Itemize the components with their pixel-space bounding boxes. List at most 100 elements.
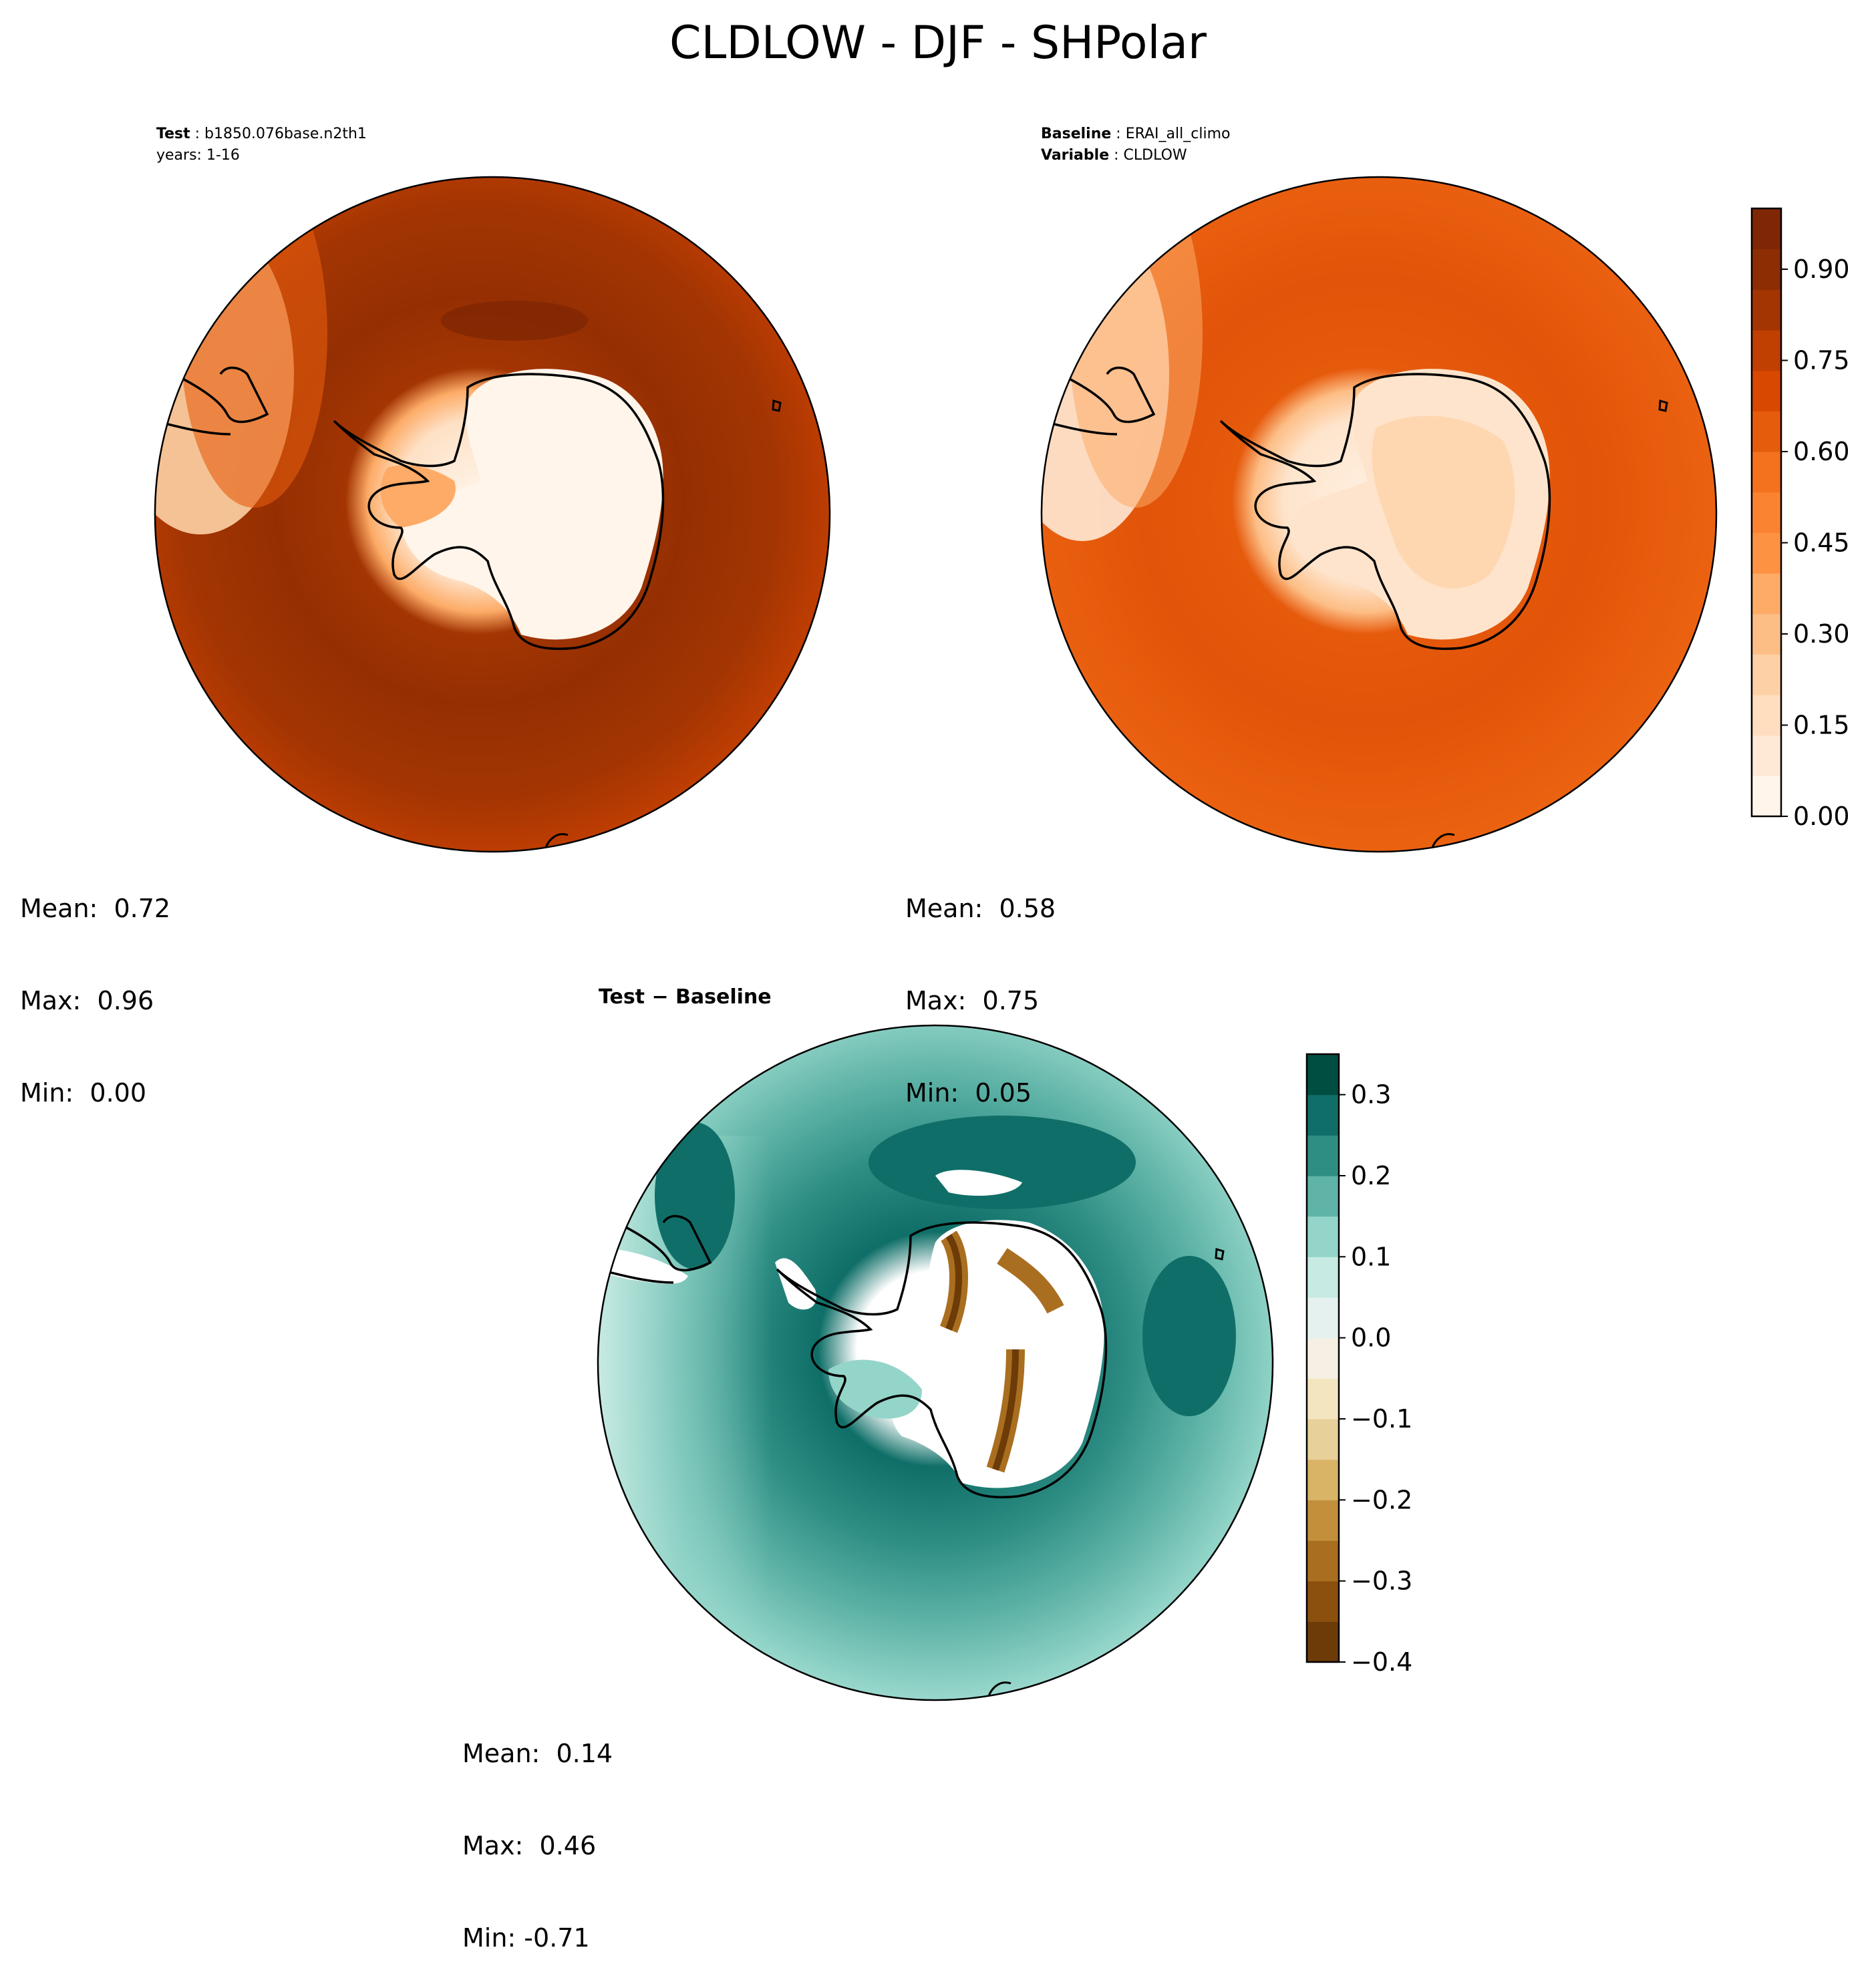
colorbar-brbg-segment: [1307, 1378, 1339, 1420]
colorbar-oranges-segment: [1752, 695, 1781, 736]
colorbar-oranges-segment: [1752, 492, 1781, 533]
baseline-colon: :: [1111, 126, 1126, 142]
baseline-label: Baseline: [1041, 126, 1112, 142]
test-years: years: 1-16: [156, 147, 240, 164]
diff-title: Test − Baseline: [599, 985, 772, 1009]
diff-max: Max: 0.46: [462, 1831, 597, 1860]
colorbar-brbg-tick-label: 0.3: [1351, 1080, 1391, 1110]
colorbar-oranges-tick-label: 0.90: [1793, 255, 1850, 284]
colorbar-oranges-segment: [1752, 776, 1781, 817]
variable-label: Variable: [1041, 147, 1110, 164]
colorbar-oranges-tick-label: 0.30: [1793, 619, 1850, 649]
baseline-antarctica-plateau: [1372, 416, 1515, 589]
baseline-coastline: [1219, 373, 1551, 650]
test-dark-band: [441, 301, 588, 341]
colorbar-brbg-segment: [1307, 1459, 1339, 1500]
colorbar-oranges-segment: [1752, 532, 1781, 574]
baseline-map-border: [1040, 176, 1718, 853]
test-colon: :: [190, 126, 205, 142]
baseline-max: Max: 0.75: [905, 986, 1040, 1015]
diff-map: [597, 1024, 1274, 1701]
colorbar-brbg-tick-label: −0.1: [1351, 1404, 1412, 1434]
diff-island: [1215, 1248, 1225, 1261]
baseline-min: Min: 0.05: [905, 1078, 1032, 1108]
test-map: [154, 176, 831, 853]
colorbar-brbg-tick-label: 0.0: [1351, 1323, 1391, 1353]
colorbar-oranges-segment: [1752, 735, 1781, 776]
colorbar-brbg-segment: [1307, 1581, 1339, 1622]
diff-mean: Mean: 0.14: [462, 1739, 613, 1768]
colorbar-brbg-segment: [1307, 1054, 1339, 1096]
colorbar-brbg-segment: [1307, 1094, 1339, 1136]
test-antarctica-core: [401, 369, 663, 640]
test-label: Test: [156, 126, 190, 142]
baseline-header: Baseline : ERAI_all_climo Variable : CLD…: [1041, 124, 1230, 166]
baseline-island: [1658, 399, 1668, 412]
test-west-antarctica: [380, 465, 456, 528]
colorbar-oranges-segment: [1752, 249, 1781, 290]
diff-top-dark: [869, 1116, 1136, 1209]
test-header: Test : b1850.076base.n2th1 years: 1-16: [156, 124, 367, 166]
figure-title: CLDLOW - DJF - SHPolar: [669, 17, 1207, 69]
colorbar-brbg: −0.4 −0.3 −0.2 −0.1 0.0 0.1 0.2 0.3: [1305, 1053, 1412, 1677]
colorbar-brbg-segment: [1307, 1297, 1339, 1339]
colorbar-brbg-segment: [1307, 1500, 1339, 1541]
diff-east-dark: [1142, 1256, 1236, 1416]
test-mean: Mean: 0.72: [20, 894, 171, 923]
colorbar-oranges-segment: [1752, 411, 1781, 452]
colorbar-brbg-segment: [1307, 1135, 1339, 1176]
colorbar-brbg-tick-label: 0.1: [1351, 1242, 1391, 1271]
colorbar-oranges-tick-label: 0.00: [1793, 802, 1850, 831]
colorbar-brbg-segment: [1307, 1176, 1339, 1217]
test-min: Min: 0.00: [20, 1078, 146, 1108]
colorbar-oranges-segment: [1752, 289, 1781, 331]
variable-colon: :: [1109, 147, 1124, 164]
colorbar-oranges-tick-label: 0.75: [1793, 346, 1850, 375]
baseline-mean: Mean: 0.58: [905, 894, 1056, 923]
colorbar-brbg-segment: [1307, 1621, 1339, 1663]
diff-coastline: [776, 1221, 1108, 1498]
colorbar-oranges-segment: [1752, 654, 1781, 695]
colorbar-oranges-tick-label: 0.15: [1793, 711, 1850, 740]
test-island: [772, 399, 782, 412]
figure-canvas: 0.000.150.300.450.600.750.90 −0.4−0.3−0.…: [154, 176, 1850, 1701]
colorbar-oranges-border: [1750, 207, 1782, 818]
baseline-name: ERAI_all_climo: [1125, 126, 1231, 142]
colorbar-brbg-border: [1305, 1053, 1340, 1663]
colorbar-oranges-tick-label: 0.60: [1793, 437, 1850, 466]
colorbar-oranges-segment: [1752, 330, 1781, 371]
colorbar-oranges-tick-label: 0.45: [1793, 528, 1850, 558]
test-stats: Mean: 0.72 Max: 0.96 Min: 0.00: [20, 832, 170, 1139]
colorbar-brbg-tick-label: −0.2: [1351, 1485, 1412, 1514]
diff-map-border: [597, 1024, 1274, 1701]
test-max: Max: 0.96: [20, 986, 154, 1015]
baseline-stats: Mean: 0.58 Max: 0.75 Min: 0.05: [905, 832, 1056, 1139]
test-top-left-mid: [180, 177, 327, 508]
diff-brown-ridge-dark: [945, 1234, 1019, 1471]
test-coastline: [333, 373, 665, 650]
colorbar-oranges-segment: [1752, 208, 1781, 250]
colorbar-brbg-segment: [1307, 1419, 1339, 1460]
variable-name: CLDLOW: [1123, 147, 1187, 164]
test-name: b1850.076base.n2th1: [204, 126, 367, 142]
colorbar-brbg-tick-label: −0.3: [1351, 1566, 1412, 1596]
diff-min: Min: -0.71: [462, 1923, 590, 1953]
diff-northwest-pocket: [655, 1122, 735, 1269]
colorbar-oranges-segment: [1752, 613, 1781, 655]
colorbar-brbg-tick-label: −0.4: [1351, 1647, 1412, 1677]
baseline-map: [1040, 176, 1718, 853]
diff-stats: Mean: 0.14 Max: 0.46 Min: -0.71: [462, 1677, 613, 1984]
diff-light-inner: [828, 1359, 922, 1419]
diff-top-white: [935, 1170, 1022, 1196]
colorbar-brbg-segment: [1307, 1540, 1339, 1582]
colorbar-oranges-segment: [1752, 573, 1781, 615]
colorbar-brbg-tick-label: 0.2: [1351, 1161, 1391, 1190]
baseline-top-left-mid: [1069, 177, 1203, 508]
colorbar-oranges-segment: [1752, 452, 1781, 493]
colorbar-brbg-segment: [1307, 1257, 1339, 1298]
colorbar-oranges: 0.00 0.15 0.30 0.45 0.60 0.75 0.90: [1750, 207, 1850, 831]
colorbar-brbg-segment: [1307, 1337, 1339, 1379]
colorbar-brbg-segment: [1307, 1216, 1339, 1257]
test-map-border: [154, 176, 831, 853]
colorbar-oranges-segment: [1752, 370, 1781, 411]
